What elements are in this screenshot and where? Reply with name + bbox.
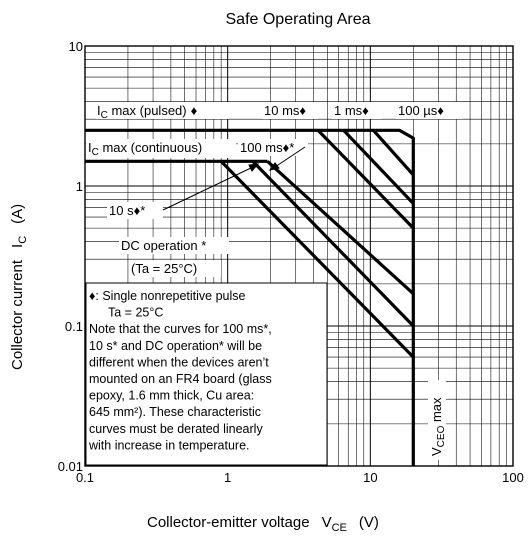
note-line: 10 s* and DC operation* will be [89,339,262,353]
note-text: ♦: Single nonrepetitive pulse Ta = 25°C No… [88,289,272,452]
chart-title: Safe Operating Area [226,11,371,28]
x-tick-label: 100 [502,470,524,485]
plot-border [84,45,514,467]
series-layer [85,128,415,466]
note-box [85,282,328,466]
ic-pulsed-label: IC max (pulsed) ♦ [97,103,198,121]
label-1ms: 1 ms♦ [334,103,369,118]
label-dc-operation: DC operation * [121,238,206,253]
annotations: IC max (pulsed) ♦ 10 ms♦ 1 ms♦ 100 µs♦ IC… [86,102,462,460]
y-tick-label: 10 [69,39,83,54]
series-line [372,129,415,176]
label-10ms: 10 ms♦ [264,103,306,118]
x-axis-label: Collector-emitter voltage VCE (V) [147,514,379,534]
series-line [316,129,415,230]
y-tick-label: 1 [76,179,83,194]
note-line: mounted on an FR4 board (glass [89,372,272,386]
vceo-max-label: VCEO max [429,397,447,456]
label-100ms: 100 ms♦* [240,140,294,155]
label-100us: 100 µs♦ [398,103,444,118]
series-line [219,160,415,359]
x-tick-label: 0.1 [76,470,94,485]
x-tick-label: 1 [224,470,231,485]
note-line: Note that the curves for 100 ms*, [89,322,272,336]
series-line [342,129,415,205]
arrow-100ms-head [268,162,280,171]
annotation-arrows [162,146,306,211]
label-10s: 10 s♦* [109,203,145,218]
x-tick-label: 10 [363,470,377,485]
ic-continuous-label: IC max (continuous) [88,140,202,158]
series-line [85,128,415,466]
y-tick-label: 0.01 [58,459,83,474]
y-tick-label: 0.1 [65,319,83,334]
note-line: Ta = 25°C [108,306,163,320]
note-line: curves must be derated linearly [89,422,263,436]
note-line: ♦: Single nonrepetitive pulse [89,289,246,303]
arrow-100ms [274,146,306,168]
label-dc-temp: (Ta = 25°C) [131,261,197,276]
y-axis-label: Collector currentIC(A) [9,204,29,370]
series-line [251,160,415,328]
note-line: epoxy, 1.6 mm thick, Cu area: [89,389,254,403]
series-line [266,160,415,295]
arrow-10s-head [248,163,260,172]
note-line: with increase in temperature. [88,438,250,452]
arrow-10s [162,166,254,211]
note-line: different when the devices aren’t [89,355,269,369]
note-line: 645 mm²). These characteristic [89,405,261,419]
